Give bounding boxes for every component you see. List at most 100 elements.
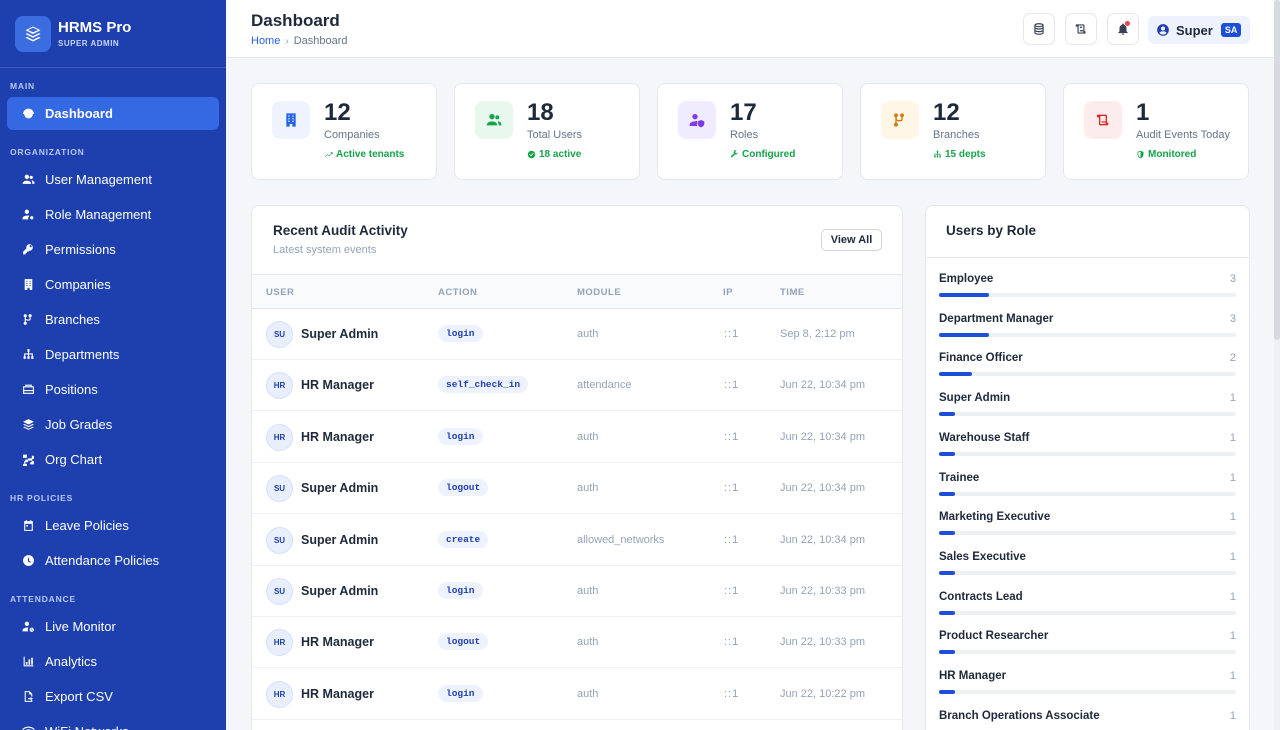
role-bar-fill	[939, 293, 989, 297]
recent-audit-panel: Recent Audit Activity Latest system even…	[251, 205, 903, 730]
row-time: Jun 22, 10:34 pm	[780, 430, 866, 443]
sidebar-item-export-csv[interactable]: Export CSV	[7, 680, 219, 713]
page-scrollbar[interactable]	[1274, 0, 1280, 730]
user-name: Super	[1176, 22, 1213, 38]
sidebar-item-departments[interactable]: Departments	[7, 338, 219, 371]
role-count: 1	[1229, 630, 1236, 643]
breadcrumb-home-link[interactable]: Home	[251, 35, 281, 47]
breadcrumb-current: Dashboard	[293, 35, 348, 47]
table-row[interactable]: SU Super Admin login auth::1 Sep 8, 2:12 pm	[252, 309, 902, 360]
user-menu[interactable]: Super SA	[1148, 16, 1250, 44]
sidebar-item-attendance-policies[interactable]: Attendance Policies	[7, 544, 219, 577]
action-badge: create	[438, 530, 489, 548]
table-row[interactable]: SU Super Admin login auth::1 Jun 22, 10:33 p…	[252, 566, 902, 617]
sidebar-item-live-monitor[interactable]: Live Monitor	[7, 610, 219, 643]
stat-value: 12	[933, 99, 960, 126]
stat-subtext: Configured	[730, 149, 795, 160]
role-bar-fill	[939, 412, 956, 417]
table-row[interactable]: SU Super Admin create allowed_networks::1 Ju…	[252, 515, 902, 566]
notifications-button[interactable]	[1107, 13, 1139, 45]
database-icon	[1034, 23, 1044, 35]
stat-card-branches: 12 Branches 15 depts	[860, 83, 1046, 180]
role-bar-track	[939, 372, 1236, 377]
role-item-super-admin: Super Admin 1	[939, 392, 1236, 430]
wifi-icon-wrap	[21, 725, 35, 730]
audit-log-button[interactable]	[1065, 13, 1097, 45]
sidebar-item-positions[interactable]: Positions	[7, 373, 219, 406]
row-time: Jun 22, 10:34 pm	[780, 379, 866, 392]
stat-subtext: 15 depts	[933, 149, 986, 160]
stat-icon-box	[475, 101, 513, 139]
stat-subtext-label: Configured	[742, 149, 796, 160]
chart-icon	[23, 656, 33, 667]
view-all-button[interactable]: View All	[821, 229, 882, 251]
role-name: Warehouse Staff	[939, 431, 1030, 444]
sidebar-item-role-management[interactable]: Role Management	[7, 198, 219, 231]
avatar: SU	[266, 578, 293, 605]
user-gear-icon	[22, 209, 33, 220]
audit-panel-subtitle: Latest system events	[273, 244, 377, 256]
row-module: auth	[577, 328, 599, 340]
stat-label: Companies	[324, 129, 380, 141]
stat-icon-box	[678, 101, 716, 139]
branch-icon	[23, 314, 32, 325]
row-user: HR Manager	[301, 686, 374, 701]
role-name: Marketing Executive	[939, 511, 1051, 524]
row-ip: ::1	[724, 328, 740, 340]
stat-subtext: 18 active	[527, 149, 581, 160]
sidebar-item-permissions[interactable]: Permissions	[7, 233, 219, 266]
role-count: 3	[1229, 312, 1236, 325]
role-item-trainee: Trainee 1	[939, 472, 1236, 510]
sidebar-item-org-chart[interactable]: Org Chart	[7, 443, 219, 476]
role-item-contracts-lead: Contracts Lead 1	[939, 591, 1236, 629]
sidebar-item-leave-policies[interactable]: Leave Policies	[7, 509, 219, 542]
sidebar-item-label: WiFi Networks	[45, 724, 129, 730]
sitemap-small-icon	[934, 150, 941, 158]
sidebar-item-dashboard[interactable]: Dashboard	[7, 97, 219, 130]
row-module: attendance	[577, 379, 632, 392]
role-bar-track	[939, 650, 1236, 655]
role-count: 3	[1229, 273, 1236, 285]
stat-label: Branches	[933, 129, 980, 141]
column-header-time: TIME	[780, 287, 805, 298]
page-title: Dashboard	[251, 11, 340, 30]
stat-icon-box	[881, 101, 919, 139]
database-button[interactable]	[1023, 13, 1055, 45]
table-row[interactable]: SU Super Admin logout auth::1 Jun 22, 10:34 …	[252, 463, 902, 515]
stat-value: 18	[527, 99, 554, 126]
stat-label: Roles	[730, 129, 759, 141]
sidebar-item-wifi-networks[interactable]: WiFi Networks	[7, 715, 219, 730]
sidebar-item-branches[interactable]: Branches	[7, 303, 219, 336]
sidebar-item-user-management[interactable]: User Management	[7, 163, 219, 196]
sidebar-item-companies[interactable]: Companies	[7, 268, 219, 301]
role-name: Trainee	[939, 471, 980, 484]
stat-icon-box	[1084, 101, 1122, 139]
sidebar-item-job-grades[interactable]: Job Grades	[7, 408, 219, 441]
sidebar-nav: MAIN Dashboard ORGANIZATION User Management…	[0, 68, 226, 730]
stat-card-companies: 12 Companies Active tenants	[251, 83, 437, 180]
table-row[interactable]: HR HR Manager self_check_in attendance::1 Ju…	[252, 360, 902, 412]
gauge-icon	[22, 108, 34, 119]
building-icon	[24, 279, 32, 290]
role-bar-track	[939, 570, 1236, 575]
table-row[interactable]: HR HR Manager login auth::1 Jun 22, 10:22 pm	[252, 669, 902, 720]
nav-section-main: MAIN	[10, 81, 35, 91]
role-count: 1	[1229, 709, 1236, 722]
user-gear-icon-wrap	[21, 208, 35, 222]
role-item-hr-manager: HR Manager 1	[939, 670, 1236, 708]
diagram-icon	[22, 454, 34, 466]
stat-value: 17	[730, 99, 757, 126]
scrollbar-thumb[interactable]	[1274, 0, 1280, 340]
top-header: Dashboard Home › Dashboard Super SA	[226, 0, 1280, 58]
sidebar-item-analytics[interactable]: Analytics	[7, 645, 219, 678]
action-badge: login	[438, 684, 483, 702]
table-row[interactable]: HR HR Manager login auth::1 Jun 22, 10:34 pm	[252, 412, 902, 463]
scroll-icon	[1075, 24, 1086, 34]
role-name: HR Manager	[939, 670, 1007, 682]
sidebar-item-label: Job Grades	[45, 417, 113, 432]
role-bar-track	[939, 491, 1236, 496]
role-bar-fill	[939, 491, 956, 496]
table-row[interactable]: HR HR Manager logout auth::1 Jun 22, 10:33 p…	[252, 617, 902, 669]
building-icon	[286, 113, 296, 127]
role-name: Product Researcher	[939, 630, 1049, 643]
